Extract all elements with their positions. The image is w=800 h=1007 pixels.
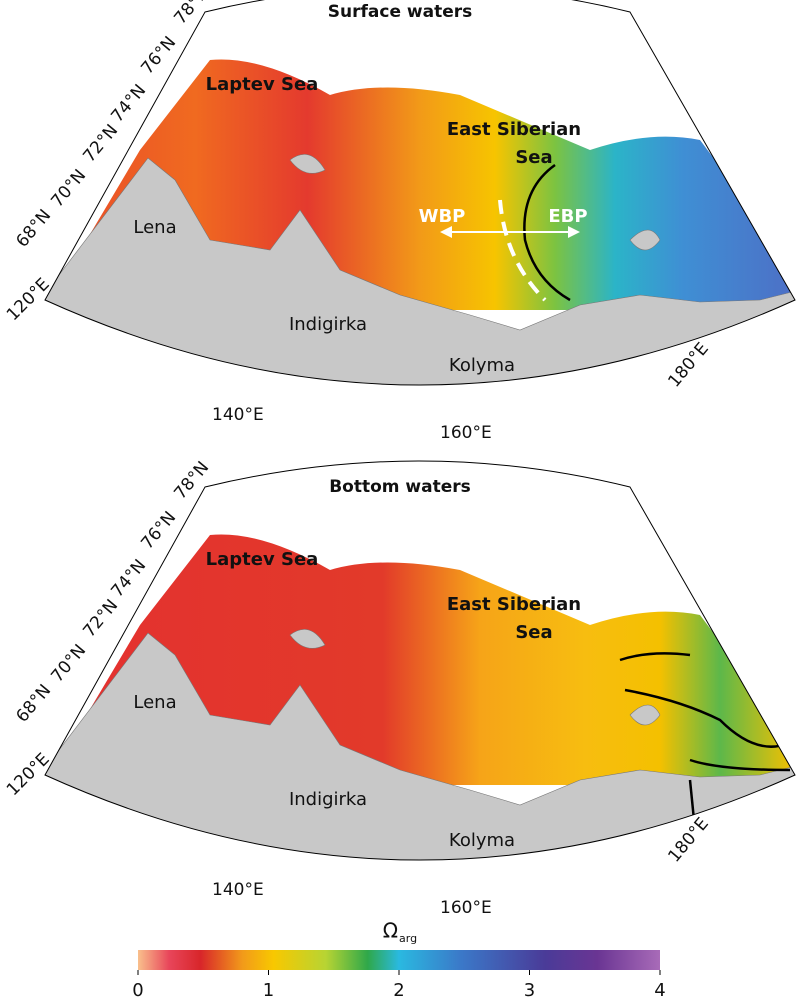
colorbar-tick-label: 3 <box>524 980 535 1001</box>
map-frame <box>44 460 796 861</box>
lon-label: 160°E <box>440 423 492 443</box>
lon-label: 160°E <box>440 898 492 918</box>
island <box>289 629 326 649</box>
colorbar-tick-label: 2 <box>393 980 404 1001</box>
map-body <box>45 59 795 385</box>
place-label: Kolyma <box>449 830 515 851</box>
front-line <box>619 652 795 831</box>
lat-label: 72°N <box>79 596 122 642</box>
lat-label: 74°N <box>107 556 150 602</box>
map-panel: Surface waters78°N76°N74°N72°N70°N68°N12… <box>3 0 796 443</box>
place-label: Lena <box>133 692 176 713</box>
boundary-dashed <box>498 199 547 302</box>
colorbar-tick-label: 1 <box>263 980 274 1001</box>
colorbar-label-sub: arg <box>399 932 417 945</box>
island <box>629 229 661 251</box>
place-label: Lena <box>133 217 176 238</box>
island <box>629 704 661 726</box>
lon-label: 140°E <box>212 880 264 900</box>
map-frame <box>44 0 796 386</box>
colorbar-label: Ω <box>383 919 398 943</box>
panel-title: Bottom waters <box>329 477 471 497</box>
colorbar-tick-label: 4 <box>654 980 665 1001</box>
front-line <box>523 163 571 302</box>
lat-label: 68°N <box>12 681 55 727</box>
lat-label: 70°N <box>47 641 90 687</box>
place-label: East Siberian <box>447 119 581 140</box>
annotation: EBP <box>548 206 587 227</box>
panel-title: Surface waters <box>328 2 472 22</box>
place-label: Laptev Sea <box>206 74 319 95</box>
colorbar <box>138 950 660 970</box>
land <box>45 157 795 385</box>
place-label: Indigirka <box>289 789 367 810</box>
place-label: Laptev Sea <box>206 549 319 570</box>
place-label: Sea <box>515 147 552 168</box>
colorbar-tick-label: 0 <box>132 980 143 1001</box>
map-panel: Bottom waters78°N76°N74°N72°N70°N68°N120… <box>3 458 796 918</box>
place-label: Sea <box>515 622 552 643</box>
place-label: Kolyma <box>449 355 515 376</box>
lat-label: 70°N <box>47 166 90 212</box>
place-label: Indigirka <box>289 314 367 335</box>
lat-label: 74°N <box>107 81 150 127</box>
land <box>45 632 795 860</box>
annotation: WBP <box>419 206 466 227</box>
map-body <box>45 534 795 860</box>
place-label: East Siberian <box>447 594 581 615</box>
lat-label: 72°N <box>79 121 122 167</box>
island <box>289 154 326 174</box>
lat-label: 68°N <box>12 206 55 252</box>
lon-label: 140°E <box>212 405 264 425</box>
